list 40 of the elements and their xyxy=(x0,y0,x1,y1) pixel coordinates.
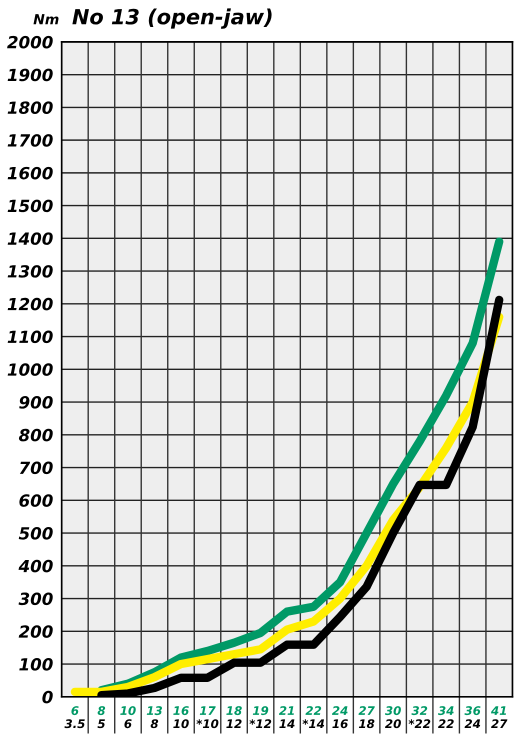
x-tick-label: 41 27 xyxy=(490,706,508,728)
x-tick-label: 16 10 xyxy=(173,706,189,728)
y-tick-label: 1300 xyxy=(8,265,53,278)
x-tick-label: 32 *22 xyxy=(408,706,430,728)
y-tick-label: 1500 xyxy=(8,200,53,212)
y-tick-label: 300 xyxy=(18,592,53,606)
y-tick-label: 1200 xyxy=(8,298,53,310)
x-tick-label: 17 *10 xyxy=(196,706,218,728)
x-tick-label: 27 18 xyxy=(358,706,375,728)
y-tick-label: 500 xyxy=(18,527,53,540)
x-tick-label: 36 24 xyxy=(464,706,480,728)
y-tick-label: 200 xyxy=(18,625,53,638)
x-tick-label: 19 *12 xyxy=(249,706,272,728)
y-tick-label: 1000 xyxy=(8,363,53,376)
x-tick-label: 30 20 xyxy=(384,706,401,728)
y-tick-label: 0 xyxy=(42,690,53,704)
y-tick-label: 2000 xyxy=(7,36,53,48)
x-tick-label: 24 16 xyxy=(332,706,348,728)
y-tick-label: 1900 xyxy=(8,68,53,82)
y-tick-label: 400 xyxy=(18,560,53,572)
y-tick-label: 1700 xyxy=(8,134,53,147)
x-tick-label: 34 22 xyxy=(438,706,454,728)
x-tick-label: 22 *14 xyxy=(302,706,324,728)
y-tick-label: 700 xyxy=(20,462,53,474)
y-axis-title: Nm xyxy=(34,14,58,24)
y-tick-label: 1100 xyxy=(8,330,53,344)
x-tick-label: 18 12 xyxy=(226,706,242,728)
y-tick-label: 100 xyxy=(19,658,53,671)
y-tick-label: 1600 xyxy=(8,166,53,180)
x-tick-label: 6 3.5 xyxy=(64,706,85,728)
y-tick-label: 800 xyxy=(18,428,53,442)
chart-title: No 13 (open-jaw) xyxy=(72,8,272,29)
y-tick-label: 1800 xyxy=(8,101,53,114)
x-tick-label: 8 5 xyxy=(98,706,106,728)
y-tick-label: 900 xyxy=(19,396,53,409)
y-tick-label: 1400 xyxy=(8,232,53,245)
y-tick-label: 600 xyxy=(19,494,53,507)
x-tick-label: 21 14 xyxy=(278,706,295,728)
x-tick-label: 10 6 xyxy=(120,706,136,728)
x-tick-label: 13 8 xyxy=(146,706,162,728)
